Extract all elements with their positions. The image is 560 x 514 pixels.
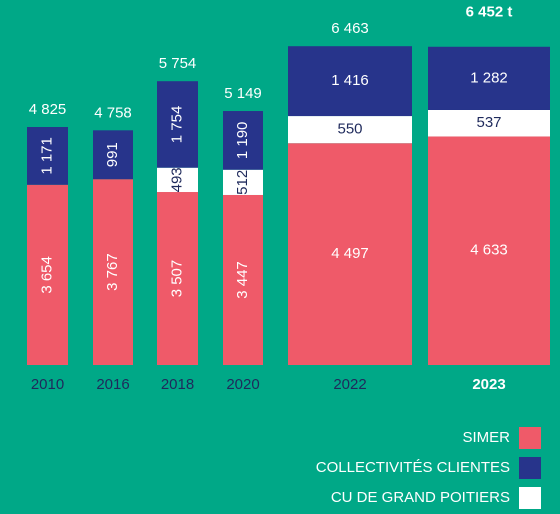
segment-label: 4 633 <box>470 242 508 259</box>
bar-segment <box>157 81 198 168</box>
segment-label: 512 <box>234 170 251 195</box>
segment-label: 4 497 <box>331 245 369 262</box>
total-label: 6 452 t <box>466 4 513 21</box>
bar-segment <box>223 111 263 170</box>
x-tick-label: 2010 <box>31 376 64 393</box>
total-label: 6 463 <box>331 20 369 37</box>
segment-label: 1 754 <box>168 106 185 144</box>
segment-label: 537 <box>476 114 501 131</box>
bar-segment <box>428 136 550 365</box>
total-label: 5 149 <box>224 85 262 102</box>
legend-swatch <box>519 427 541 449</box>
segment-label: 1 171 <box>38 137 55 175</box>
bar-segment <box>288 116 412 144</box>
segment-label: 1 282 <box>470 69 508 86</box>
segment-label: 1 416 <box>331 72 369 89</box>
segment-label: 1 190 <box>234 122 251 160</box>
legend-label: CU DE GRAND POITIERS <box>331 489 510 506</box>
x-tick-label: 2023 <box>472 376 505 393</box>
segment-label: 3 507 <box>168 260 185 298</box>
bar-segment <box>223 194 263 365</box>
bar-segment <box>157 192 198 365</box>
segment-label: 550 <box>337 121 362 138</box>
segment-label: 3 767 <box>104 253 121 291</box>
bar-segment <box>93 130 133 180</box>
bar-segment <box>223 169 263 195</box>
total-label: 4 825 <box>29 101 67 118</box>
x-tick-label: 2020 <box>226 376 259 393</box>
x-tick-label: 2018 <box>161 376 194 393</box>
legend-label: COLLECTIVITÉS CLIENTES <box>316 459 510 476</box>
segment-label: 493 <box>168 167 185 192</box>
total-label: 4 758 <box>94 104 132 121</box>
bar-segment <box>27 127 68 185</box>
bar-segment <box>27 184 68 365</box>
bar-segment <box>93 179 133 365</box>
bar-segment <box>288 46 412 117</box>
legend-label: SIMER <box>462 429 510 446</box>
segment-label: 3 447 <box>234 261 251 299</box>
segment-label: 3 654 <box>38 256 55 294</box>
total-label: 5 754 <box>159 55 197 72</box>
bar-segment <box>428 46 550 110</box>
bar-segment <box>157 167 198 193</box>
legend-swatch <box>519 457 541 479</box>
segment-label: 991 <box>104 142 121 167</box>
legend-swatch <box>519 487 541 509</box>
x-tick-label: 2022 <box>333 376 366 393</box>
bar-segment <box>428 109 550 137</box>
bar-segment <box>288 143 412 365</box>
x-tick-label: 2016 <box>96 376 129 393</box>
